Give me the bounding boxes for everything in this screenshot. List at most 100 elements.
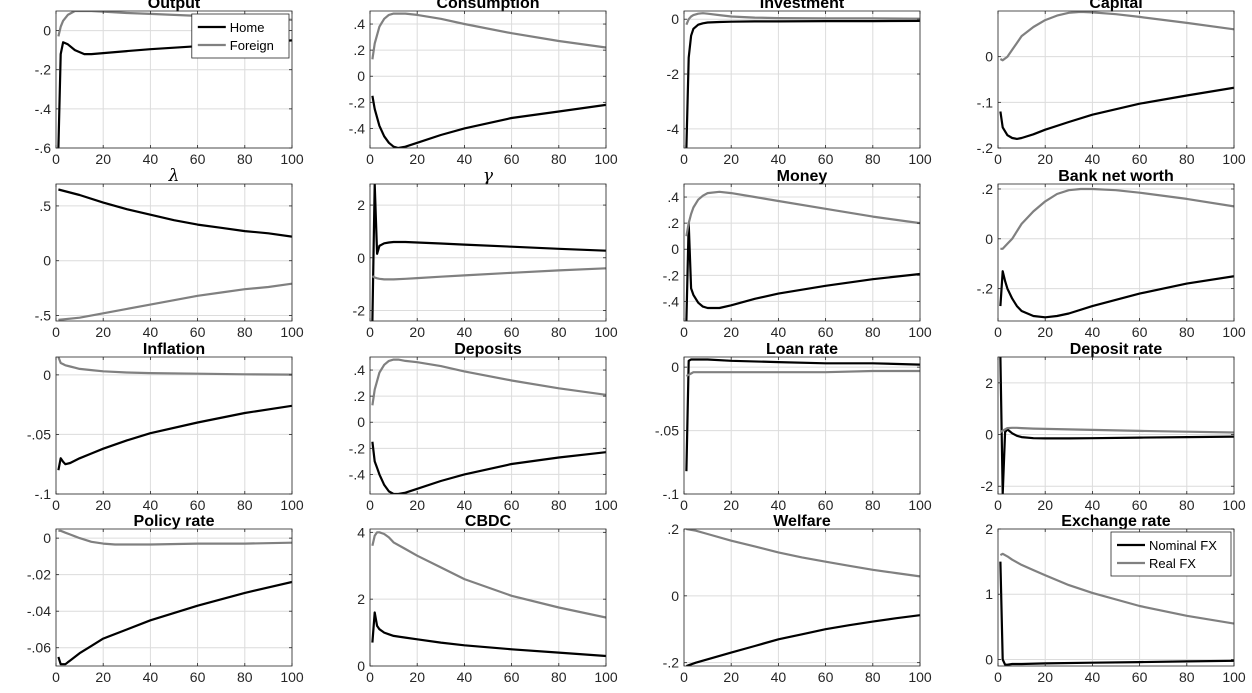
series-line-2 xyxy=(685,369,920,377)
x-tick-label: 0 xyxy=(994,497,1002,513)
x-tick-label: 40 xyxy=(771,669,787,685)
x-tick-label: 0 xyxy=(994,151,1002,167)
x-tick-label: 100 xyxy=(1222,497,1246,513)
chart-title: Deposits xyxy=(454,341,522,358)
series-line-2 xyxy=(999,552,1234,625)
x-tick-label: 40 xyxy=(143,324,159,340)
y-tick-label: .5 xyxy=(39,198,51,214)
legend: Nominal FX Real FX xyxy=(1110,531,1232,577)
x-tick-label: 100 xyxy=(908,669,932,685)
x-tick-label: 100 xyxy=(594,669,618,685)
plot-frame xyxy=(369,356,607,495)
chart-panel: Money 0 20 40 60 80 100 -.4 -.2 0 .2 .4 xyxy=(663,168,932,340)
x-tick-label: 100 xyxy=(594,324,618,340)
x-tick-label: 40 xyxy=(457,151,473,167)
x-tick-label: 100 xyxy=(594,497,618,513)
y-tick-label: -4 xyxy=(667,121,680,137)
y-tick-label: 2 xyxy=(985,375,993,391)
plot-frame xyxy=(683,10,921,149)
gridlines xyxy=(997,11,1235,149)
series-line-2 xyxy=(1000,187,1234,250)
y-tick-label: 0 xyxy=(671,11,679,27)
chart-panel: Inflation 0 20 40 60 80 100 -.1 -.05 0 xyxy=(27,341,304,513)
y-tick-label: 0 xyxy=(357,414,365,430)
x-tick-label: 100 xyxy=(1222,324,1246,340)
gridlines xyxy=(683,184,921,321)
y-tick-label: -.2 xyxy=(349,94,366,110)
chart-panel: Output 0 20 40 60 80 100 -.6 -.4 -.2 0 Home Foreign xyxy=(35,0,304,167)
x-tick-label: 100 xyxy=(1222,669,1246,685)
chart-title: γ xyxy=(483,166,494,186)
x-tick-label: 0 xyxy=(366,324,374,340)
x-tick-label: 20 xyxy=(723,151,739,167)
y-tick-label: .4 xyxy=(353,362,365,378)
y-tick-label: 0 xyxy=(985,231,993,247)
series-line-1 xyxy=(999,561,1234,666)
series-line-2 xyxy=(685,12,920,26)
series-line-1 xyxy=(57,404,292,471)
chart-title: Output xyxy=(148,0,201,12)
plot-frame xyxy=(55,183,293,322)
y-tick-label: -.06 xyxy=(27,640,51,656)
x-tick-label: 40 xyxy=(1085,669,1101,685)
series-line-1 xyxy=(686,614,920,666)
x-tick-label: 60 xyxy=(818,324,834,340)
x-tick-label: 60 xyxy=(504,151,520,167)
gridlines xyxy=(369,11,607,148)
plot-frame xyxy=(683,183,921,322)
y-tick-label: 0 xyxy=(43,253,51,269)
x-tick-label: 60 xyxy=(504,324,520,340)
y-tick-label: .2 xyxy=(667,521,679,537)
series-line-1 xyxy=(999,270,1234,319)
x-tick-label: 60 xyxy=(818,151,834,167)
chart-panel: Capital 0 20 40 60 80 100 -.2 -.1 0 xyxy=(977,0,1246,167)
y-tick-label: -.2 xyxy=(977,140,994,156)
y-tick-label: 0 xyxy=(357,658,365,674)
x-tick-label: 80 xyxy=(865,151,881,167)
y-tick-label: -.05 xyxy=(655,423,679,439)
x-tick-label: 40 xyxy=(1085,497,1101,513)
y-tick-label: -.2 xyxy=(977,281,994,297)
gridlines xyxy=(683,11,921,148)
legend-label: Nominal FX xyxy=(1149,538,1217,553)
x-tick-label: 20 xyxy=(723,497,739,513)
series-line-2 xyxy=(57,357,292,376)
y-tick-label: -2 xyxy=(353,302,366,318)
plot-frame xyxy=(55,528,293,667)
chart-panel: λ0 20 40 60 80 100-.50.5 xyxy=(35,166,304,340)
x-tick-label: 100 xyxy=(908,324,932,340)
chart-panel: γ0 20 40 60 80 100-202 xyxy=(353,166,618,340)
y-tick-label: -.04 xyxy=(27,603,51,619)
chart-title: Capital xyxy=(1089,0,1142,12)
x-tick-label: 80 xyxy=(1179,669,1195,685)
x-tick-label: 80 xyxy=(865,324,881,340)
chart-panel: Exchange rate 0 20 40 60 80 100 0 1 2 Nominal FX Re… xyxy=(985,513,1246,685)
y-tick-label: 0 xyxy=(985,651,993,667)
series-line-2 xyxy=(999,426,1234,434)
y-tick-label: -.1 xyxy=(35,486,52,502)
legend-box xyxy=(1110,531,1232,577)
x-tick-label: 0 xyxy=(680,324,688,340)
chart-title: Loan rate xyxy=(766,341,838,358)
x-tick-label: 80 xyxy=(1179,151,1195,167)
x-tick-label: 0 xyxy=(366,497,374,513)
y-tick-label: 4 xyxy=(357,524,365,540)
y-tick-label: 0 xyxy=(671,588,679,604)
legend-label: Foreign xyxy=(230,38,274,53)
x-tick-label: 40 xyxy=(457,497,473,513)
y-tick-label: .2 xyxy=(353,388,365,404)
x-tick-label: 0 xyxy=(994,324,1002,340)
y-tick-label: -.02 xyxy=(27,567,51,583)
x-tick-label: 80 xyxy=(237,497,253,513)
x-tick-label: 0 xyxy=(52,669,60,685)
x-tick-label: 60 xyxy=(190,669,206,685)
y-tick-label: .4 xyxy=(353,16,365,32)
series-line-2 xyxy=(686,529,920,578)
x-tick-label: 60 xyxy=(1132,151,1148,167)
y-tick-label: -.2 xyxy=(663,655,680,671)
x-tick-label: 80 xyxy=(237,324,253,340)
chart-title: Money xyxy=(777,168,828,185)
x-tick-label: 40 xyxy=(457,669,473,685)
